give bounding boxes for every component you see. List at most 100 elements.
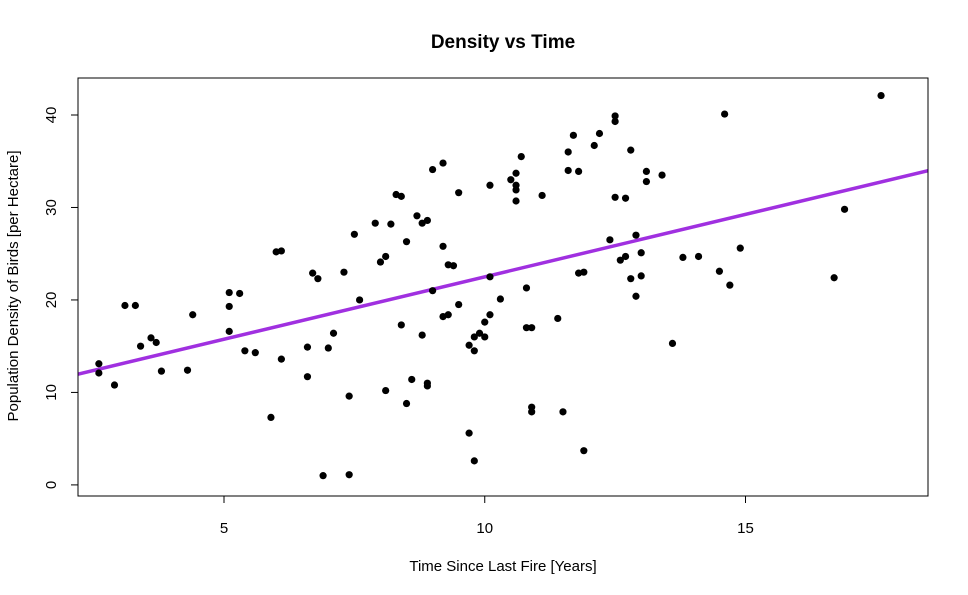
data-point	[475, 329, 484, 337]
data-point	[580, 268, 588, 276]
data-point	[183, 366, 192, 374]
data-point	[637, 249, 645, 257]
data-point	[309, 269, 317, 277]
data-point	[277, 247, 285, 255]
data-point	[606, 236, 614, 244]
data-point	[455, 300, 463, 309]
data-point	[267, 413, 275, 421]
data-point	[465, 341, 473, 349]
data-point	[470, 457, 478, 465]
data-point	[241, 347, 249, 355]
data-point	[580, 447, 588, 455]
data-point	[397, 321, 405, 329]
data-point	[350, 230, 358, 238]
data-point	[877, 91, 885, 100]
y-tick-label: 10	[43, 384, 60, 401]
data-point	[345, 392, 353, 400]
data-point	[616, 256, 624, 264]
data-point	[136, 342, 145, 350]
data-point	[575, 167, 583, 176]
data-point	[564, 166, 572, 175]
data-point	[694, 252, 703, 261]
data-point	[522, 324, 531, 332]
data-point	[225, 302, 233, 311]
x-tick-label: 15	[737, 520, 754, 537]
data-point	[413, 212, 421, 220]
data-point	[429, 165, 437, 174]
data-point	[564, 148, 572, 156]
data-point	[621, 194, 630, 202]
y-tick-label: 40	[43, 107, 60, 124]
data-point	[319, 472, 327, 480]
data-point	[554, 314, 562, 323]
data-point	[152, 338, 160, 347]
data-point	[355, 296, 364, 304]
data-point	[496, 295, 504, 303]
data-point	[595, 129, 604, 138]
data-point	[345, 471, 353, 479]
data-point	[110, 381, 119, 389]
data-point	[423, 382, 431, 390]
data-point	[726, 281, 734, 289]
data-point	[507, 176, 515, 184]
data-point	[590, 141, 598, 150]
data-point	[522, 284, 531, 292]
chart-title: Density vs Time	[431, 32, 575, 53]
data-point	[517, 153, 525, 161]
data-point	[637, 272, 645, 280]
data-point	[538, 191, 546, 200]
data-point	[481, 333, 489, 341]
data-point	[439, 242, 447, 250]
data-point	[382, 252, 390, 261]
data-point	[324, 344, 332, 352]
data-point	[225, 327, 233, 335]
data-point	[611, 193, 619, 201]
data-point	[131, 301, 139, 310]
data-point	[486, 273, 494, 281]
data-point	[470, 333, 478, 341]
data-point	[512, 197, 520, 205]
x-tick-label: 10	[476, 520, 493, 537]
data-point	[611, 112, 619, 120]
data-point	[559, 408, 567, 416]
data-point	[632, 231, 640, 239]
data-point	[329, 329, 338, 337]
data-point	[303, 373, 312, 381]
x-axis: 5 10 15	[220, 496, 754, 537]
regression-line	[78, 169, 928, 376]
data-point	[736, 244, 744, 252]
data-point	[470, 347, 478, 355]
data-point	[314, 275, 322, 283]
data-point	[236, 289, 244, 298]
data-point	[668, 339, 677, 348]
data-point	[632, 292, 640, 300]
data-point	[658, 171, 666, 179]
data-point	[95, 369, 103, 377]
data-point	[408, 375, 416, 384]
data-point	[830, 274, 838, 282]
points-layer	[95, 91, 885, 480]
data-point	[340, 268, 348, 276]
data-point	[303, 343, 312, 351]
data-point	[444, 311, 452, 319]
data-point	[840, 205, 849, 213]
data-point	[157, 367, 166, 375]
plot-frame	[77, 77, 929, 497]
data-point	[486, 181, 494, 189]
data-point	[721, 110, 729, 118]
data-point	[512, 169, 520, 177]
data-point	[402, 238, 411, 246]
data-point	[439, 159, 447, 167]
data-point	[642, 177, 651, 186]
data-point	[449, 262, 458, 270]
data-point	[121, 301, 129, 310]
x-axis-label: Time Since Last Fire [Years]	[409, 558, 596, 575]
data-point	[429, 287, 437, 295]
data-point	[147, 334, 155, 342]
data-point	[642, 167, 651, 176]
y-tick-label: 0	[43, 481, 60, 489]
y-axis-label: Population Density of Birds [per Hectare…	[5, 151, 22, 422]
data-point	[611, 117, 619, 126]
data-point	[455, 189, 463, 197]
